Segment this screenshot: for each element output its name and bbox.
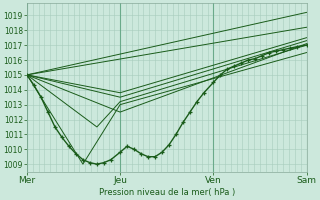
X-axis label: Pression niveau de la mer( hPa ): Pression niveau de la mer( hPa ) bbox=[99, 188, 235, 197]
